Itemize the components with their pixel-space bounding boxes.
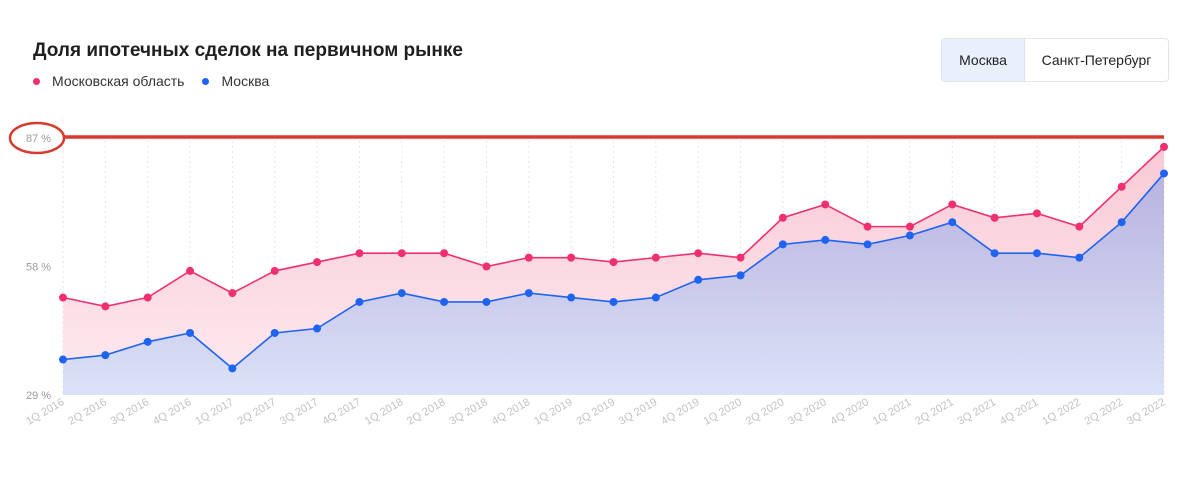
x-tick-label-25: 2Q 2022 <box>1083 396 1126 427</box>
x-tick-label-2: 3Q 2016 <box>109 396 152 427</box>
point-moscow-18 <box>821 235 830 244</box>
x-tick-label-4: 1Q 2017 <box>193 396 236 427</box>
point-moscow-region-14 <box>651 253 660 262</box>
point-moscow-region-12 <box>567 253 576 262</box>
point-moscow-region-18 <box>821 200 830 209</box>
point-moscow-region-0 <box>59 293 67 302</box>
x-tick-label-19: 4Q 2020 <box>829 396 872 427</box>
chart-title: Доля ипотечных сделок на первичном рынке <box>33 40 463 61</box>
point-moscow-region-10 <box>482 262 491 271</box>
legend-dot-moscow-region <box>33 77 40 85</box>
legend-label-moscow: Москва <box>221 73 270 89</box>
point-moscow-region-13 <box>609 258 618 267</box>
point-moscow-region-4 <box>228 289 237 298</box>
point-moscow-region-9 <box>440 249 449 258</box>
point-moscow-17 <box>778 240 787 249</box>
x-tick-label-14: 3Q 2019 <box>617 396 660 427</box>
point-moscow-region-21 <box>948 200 957 209</box>
point-moscow-11 <box>524 289 533 298</box>
point-moscow-21 <box>948 218 957 227</box>
x-tick-label-20: 1Q 2021 <box>871 396 914 427</box>
point-moscow-16 <box>736 271 745 280</box>
point-moscow-region-25 <box>1117 182 1126 191</box>
x-tick-label-23: 4Q 2021 <box>998 396 1041 427</box>
x-tick-label-22: 3Q 2021 <box>956 396 999 427</box>
point-moscow-region-11 <box>524 253 533 262</box>
city-toggle: Москва Санкт-Петербург <box>941 38 1169 82</box>
point-moscow-23 <box>1032 249 1041 258</box>
x-tick-label-1: 2Q 2016 <box>66 396 109 427</box>
point-moscow-region-26 <box>1160 142 1168 151</box>
point-moscow-0 <box>59 355 67 364</box>
point-moscow-14 <box>651 293 660 302</box>
point-moscow-9 <box>440 297 449 306</box>
toggle-spb-button[interactable]: Санкт-Петербург <box>1041 52 1152 68</box>
point-moscow-region-20 <box>905 222 914 231</box>
point-moscow-region-23 <box>1032 209 1041 218</box>
point-moscow-region-7 <box>355 249 364 258</box>
x-tick-label-10: 3Q 2018 <box>447 396 490 427</box>
x-tick-label-5: 2Q 2017 <box>236 396 279 427</box>
point-moscow-region-17 <box>778 213 787 222</box>
point-moscow-3 <box>186 328 195 337</box>
x-tick-label-9: 2Q 2018 <box>405 396 448 427</box>
point-moscow-2 <box>143 337 152 346</box>
point-moscow-region-5 <box>270 266 279 275</box>
x-tick-label-16: 1Q 2020 <box>701 396 744 427</box>
y-tick-label-2: 87 % <box>26 133 51 145</box>
annotation-circle <box>8 121 66 155</box>
point-moscow-5 <box>270 328 279 337</box>
x-tick-label-17: 2Q 2020 <box>744 396 787 427</box>
point-moscow-region-6 <box>313 258 322 267</box>
point-moscow-region-22 <box>990 213 999 222</box>
point-moscow-10 <box>482 297 491 306</box>
legend-label-moscow-region: Московская область <box>52 73 185 89</box>
x-tick-label-21: 2Q 2021 <box>913 396 956 427</box>
point-moscow-region-15 <box>694 249 703 258</box>
y-tick-label-1: 58 % <box>26 262 51 274</box>
legend-item-moscow-region[interactable]: Московская область <box>33 73 184 89</box>
x-tick-label-11: 4Q 2018 <box>490 396 533 427</box>
point-moscow-region-1 <box>101 302 110 311</box>
point-moscow-7 <box>355 297 364 306</box>
y-tick-label-0: 29 % <box>26 390 51 402</box>
point-moscow-6 <box>313 324 322 333</box>
point-moscow-region-3 <box>186 266 195 275</box>
point-moscow-region-8 <box>397 249 406 258</box>
x-tick-label-13: 2Q 2019 <box>574 396 617 427</box>
point-moscow-4 <box>228 364 237 373</box>
point-moscow-region-19 <box>863 222 872 231</box>
x-tick-label-6: 3Q 2017 <box>278 396 321 427</box>
legend: Московская область Москва <box>33 73 269 89</box>
toggle-moscow-button[interactable]: Москва <box>942 39 1025 81</box>
x-tick-label-15: 4Q 2019 <box>659 396 702 427</box>
area-moscow <box>63 173 1164 395</box>
x-tick-label-26: 3Q 2022 <box>1125 396 1168 427</box>
point-moscow-12 <box>567 293 576 302</box>
point-moscow-region-24 <box>1075 222 1084 231</box>
point-moscow-region-2 <box>143 293 152 302</box>
x-tick-label-18: 3Q 2020 <box>786 396 829 427</box>
point-moscow-1 <box>101 351 110 360</box>
x-tick-label-7: 4Q 2017 <box>320 396 363 427</box>
point-moscow-26 <box>1160 169 1168 178</box>
point-moscow-13 <box>609 297 618 306</box>
point-moscow-region-16 <box>736 253 745 262</box>
x-tick-label-3: 4Q 2016 <box>151 396 194 427</box>
x-tick-label-24: 1Q 2022 <box>1040 396 1083 427</box>
x-tick-label-8: 1Q 2018 <box>363 396 406 427</box>
point-moscow-25 <box>1117 218 1126 227</box>
legend-dot-moscow <box>202 77 210 85</box>
point-moscow-19 <box>863 240 872 249</box>
point-moscow-8 <box>397 289 406 298</box>
point-moscow-22 <box>990 249 999 258</box>
point-moscow-20 <box>905 231 914 240</box>
x-tick-label-12: 1Q 2019 <box>532 396 575 427</box>
legend-item-moscow[interactable]: Москва <box>202 73 269 89</box>
point-moscow-15 <box>694 275 703 284</box>
point-moscow-24 <box>1075 253 1084 262</box>
